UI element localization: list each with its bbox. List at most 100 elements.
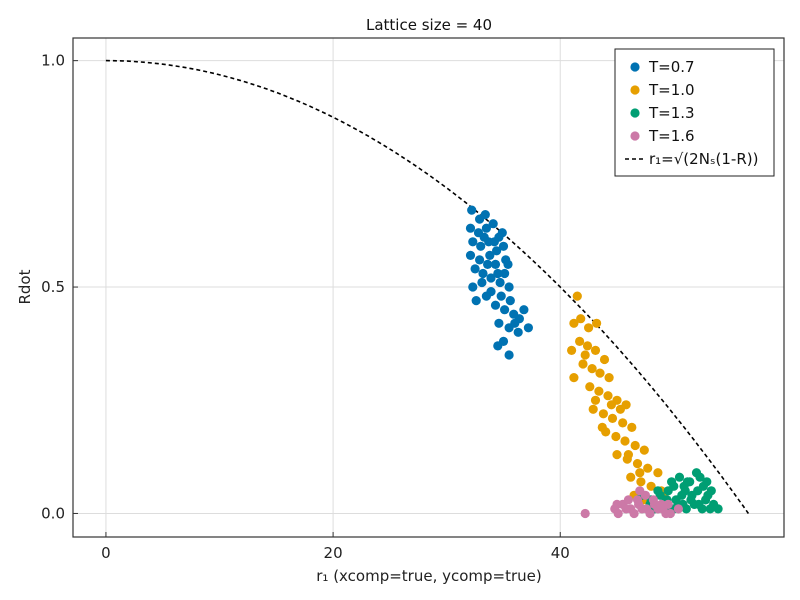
data-point (468, 282, 478, 292)
data-point (673, 504, 684, 514)
data-point (691, 468, 702, 478)
data-point (587, 364, 597, 374)
chart-title: Lattice size = 40 (366, 16, 492, 34)
legend-label-3: T=1.6 (648, 127, 695, 145)
y-tick-label: 0.0 (41, 504, 65, 522)
data-point (635, 468, 645, 478)
data-point (623, 495, 634, 505)
y-axis-ticks: 0.0 0.5 1.0 (41, 52, 78, 522)
data-point (694, 499, 704, 509)
data-point (615, 404, 626, 414)
data-point (636, 477, 646, 487)
data-point (590, 345, 601, 355)
x-tick-label: 20 (324, 544, 343, 562)
data-point (519, 305, 529, 315)
legend-label-1: T=1.0 (648, 81, 695, 99)
data-point (494, 318, 504, 328)
legend-label-0: T=0.7 (648, 58, 695, 76)
data-point (500, 305, 510, 315)
data-point (578, 359, 588, 369)
data-point (569, 373, 579, 383)
data-point (632, 459, 643, 469)
data-point (639, 445, 649, 455)
legend-label-curve: r₁=√(2Nₛ(1-R)) (649, 150, 758, 168)
data-point (645, 508, 655, 519)
data-point (595, 368, 605, 378)
legend-label-2: T=1.3 (648, 104, 695, 122)
data-point (504, 350, 514, 360)
data-point (490, 259, 501, 269)
legend-marker-3 (630, 131, 640, 141)
data-point (483, 259, 493, 269)
data-point (576, 314, 586, 324)
data-point (599, 354, 610, 365)
data-point (486, 273, 496, 283)
data-point (637, 504, 647, 514)
x-axis-label: r₁ (xcomp=true, ycomp=true) (316, 567, 542, 585)
legend: T=0.7 T=1.0 T=1.3 T=1.6 r₁=√(2Nₛ(1-R)) (614, 48, 775, 177)
data-point (513, 327, 523, 337)
data-point (680, 486, 690, 496)
data-point (504, 282, 514, 292)
data-point (671, 495, 681, 505)
data-point (706, 486, 716, 496)
legend-marker-0 (630, 62, 640, 72)
data-point (496, 291, 506, 301)
series-0 (465, 205, 534, 360)
x-tick-label: 0 (101, 544, 111, 562)
data-point (575, 336, 585, 346)
data-point (467, 205, 477, 215)
data-point (655, 490, 665, 500)
legend-marker-2 (630, 108, 640, 118)
data-point (663, 486, 673, 496)
data-point (480, 210, 490, 220)
data-point (663, 499, 673, 509)
data-point (485, 250, 495, 260)
x-tick-label: 40 (551, 544, 570, 562)
data-point (648, 495, 659, 505)
data-point (481, 291, 491, 301)
data-point (475, 255, 485, 265)
data-point (500, 268, 510, 279)
data-points-layer (465, 205, 723, 519)
data-point (618, 418, 628, 428)
data-point (468, 237, 478, 247)
series-1 (567, 291, 669, 509)
data-point (470, 264, 480, 274)
data-point (465, 250, 476, 260)
data-point (713, 504, 723, 514)
data-point (492, 246, 502, 256)
data-point (493, 341, 503, 351)
data-point (598, 409, 609, 419)
data-point (585, 382, 595, 392)
data-point (567, 345, 577, 355)
data-point (661, 508, 671, 519)
data-point (490, 300, 501, 310)
legend-marker-1 (630, 85, 640, 95)
data-point (569, 318, 579, 328)
data-point (606, 400, 617, 410)
data-point (478, 268, 488, 279)
data-point (594, 386, 604, 396)
data-point (627, 422, 637, 432)
data-point (479, 232, 489, 242)
data-point (623, 450, 634, 460)
data-point (611, 431, 621, 442)
data-point (667, 477, 677, 487)
data-point (635, 486, 645, 496)
data-point (653, 468, 663, 478)
y-tick-label: 1.0 (41, 52, 65, 70)
data-point (686, 495, 696, 505)
data-point (481, 223, 491, 233)
data-point (523, 323, 534, 333)
data-point (674, 472, 685, 482)
series-3 (580, 486, 684, 519)
legend-box (614, 48, 775, 177)
data-point (580, 508, 590, 519)
data-point (495, 277, 505, 288)
data-point (629, 508, 639, 519)
data-point (621, 504, 631, 514)
data-point (588, 404, 598, 414)
data-point (493, 268, 503, 279)
theory-curve-layer (105, 59, 750, 514)
